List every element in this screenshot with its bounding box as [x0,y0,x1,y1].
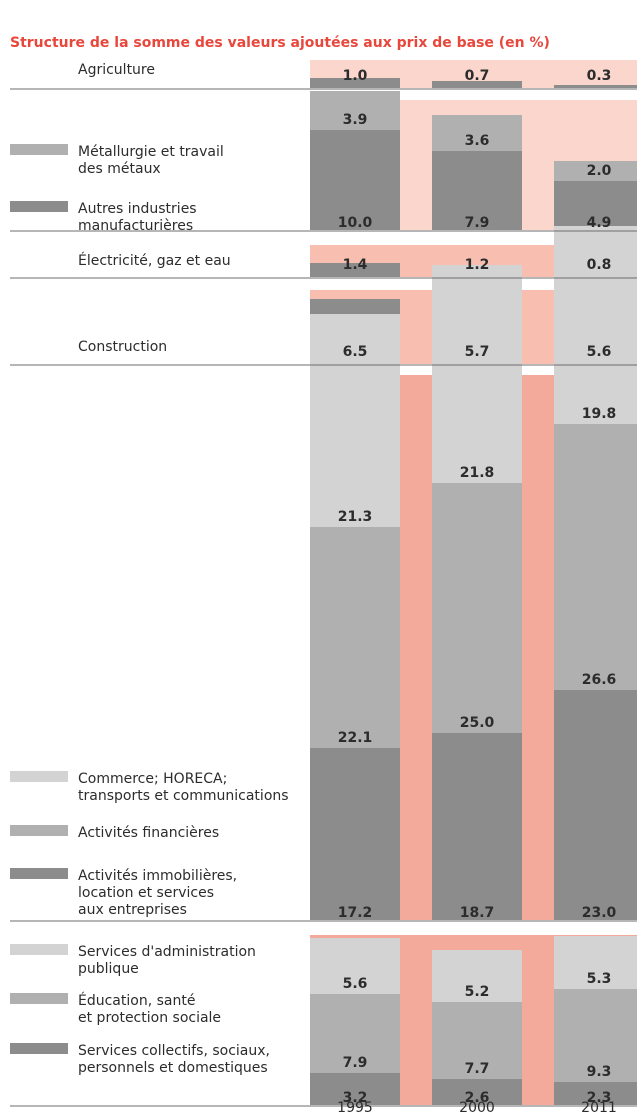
bar-g5-s0-2000 [432,1079,522,1105]
value-label-g4-s1-2000: 25.0 [460,715,495,731]
bar-g4-s2-2000 [432,265,522,483]
bar-g5-s2-2011 [554,936,637,989]
series-label-g4-s2-line0: Commerce; HORECA; [78,771,227,787]
series-label-g1-s1-line0: Métallurgie et travail [78,144,224,160]
value-label-g3-s0-2000: 5.7 [465,344,490,360]
series-label-g5-s2-line1: publique [78,961,139,977]
value-label-g5-s0-1995: 3.2 [343,1090,368,1106]
value-label-g2-s0-2000: 1.2 [465,257,490,273]
x-tick-label-2011: 2011 [581,1100,617,1115]
legend-swatch-g1-s0 [10,201,68,212]
value-label-g2-s0-1995: 1.4 [343,257,368,273]
value-label-g5-s1-1995: 7.9 [343,1055,368,1071]
bar-g4-s0-1995 [310,748,400,920]
value-label-g5-s1-2011: 9.3 [587,1064,612,1080]
bar-g5-s2-2000 [432,950,522,1002]
value-label-g1-s1-2000: 3.6 [465,133,490,149]
x-axis: 1995 2000 2011 [337,1100,617,1115]
value-label-g1-s0-1995: 10.0 [338,215,373,231]
value-label-g1-s1-2011: 2.0 [587,163,612,179]
series-label-g4-s0-line0: Activités immobilières, [78,868,237,884]
value-label-g5-s0-2011: 2.3 [587,1090,612,1106]
value-label-g4-s2-1995: 21.3 [338,509,373,525]
series-labels: Agriculture Autres industriesmanufacturiè… [10,62,289,1076]
value-label-g5-s2-1995: 5.6 [343,976,368,992]
bar-g0-s0-1995 [310,78,400,88]
value-label-g4-s0-2011: 23.0 [582,905,617,921]
series-label-g4-s0-line1: location et services [78,885,214,901]
bar-g4-s0-2011 [554,690,637,920]
legend-swatch-g1-s1 [10,144,68,155]
series-label-g4-s2-line1: transports et communications [78,788,289,804]
bar-g0-s0-2000 [432,81,522,88]
value-label-g5-s2-2011: 5.3 [587,971,612,987]
value-label-g0-s0-2000: 0.7 [465,68,490,84]
legend-swatch-g4-s0 [10,868,68,879]
value-label-g4-s2-2011: 19.8 [582,406,617,422]
bar-g1-s0-2000 [432,151,522,230]
chart-title: Structure de la somme des valeurs ajouté… [10,35,550,51]
value-label-g1-s0-2011: 4.9 [587,215,612,231]
bar-g4-s1-1995 [310,527,400,748]
series-label-g1-s0-line1: manufacturières [78,218,193,234]
series-label-g3-s0-line0: Construction [78,339,167,355]
value-label-g5-s1-2000: 7.7 [465,1061,490,1077]
group-separators [10,88,637,1107]
value-label-g3-s0-2011: 5.6 [587,344,612,360]
bar-g4-s2-2011 [554,226,637,424]
series-label-g5-s0-line1: personnels et domestiques [78,1060,268,1076]
bars [310,78,637,1105]
series-label-g5-s2-line0: Services d'administration [78,944,256,960]
bar-g1-s0-1995 [310,130,400,230]
bar-g4-s1-2000 [432,483,522,733]
value-label-g4-s0-1995: 17.2 [338,905,373,921]
bar-g5-s1-1995 [310,994,400,1073]
legend-swatch-g4-s2 [10,771,68,782]
bar-g5-s1-2011 [554,989,637,1082]
bar-g4-s2-1995 [310,314,400,527]
value-label-g1-s1-1995: 3.9 [343,112,368,128]
x-tick-label-1995: 1995 [337,1100,373,1115]
series-label-g5-s0-line0: Services collectifs, sociaux, [78,1043,270,1059]
bar-g1-s1-2011 [554,161,637,181]
value-labels: 1.0 0.7 0.3 10.0 3.9 7.9 3.6 4.9 2.0 1.4 1.2 0.8 6.5… [338,68,617,1106]
series-label-g4-s1-line0: Activités financières [78,825,219,841]
value-label-g0-s0-2011: 0.3 [587,68,612,84]
bar-g1-s0-2011 [554,181,637,230]
bar-g2-s0-1995 [310,263,400,277]
value-label-g0-s0-1995: 1.0 [343,68,368,84]
bar-g5-s1-2000 [432,1002,522,1079]
series-label-g1-s0-line0: Autres industries [78,201,197,217]
value-label-g2-s0-2011: 0.8 [587,257,612,273]
legend-swatch-g4-s1 [10,825,68,836]
x-tick-label-2000: 2000 [459,1100,495,1115]
value-label-g4-s1-2011: 26.6 [582,672,617,688]
value-label-g5-s0-2000: 2.6 [465,1090,490,1106]
bar-g4-s0-2000 [432,733,522,920]
value-label-g5-s2-2000: 5.2 [465,984,490,1000]
legend-swatch-g5-s2 [10,944,68,955]
series-label-g0-s0-line0: Agriculture [78,62,155,78]
bar-g5-s0-1995 [310,1073,400,1105]
series-label-g1-s1-line1: des métaux [78,161,161,177]
value-label-g3-s0-1995: 6.5 [343,344,368,360]
value-label-g4-s2-2000: 21.8 [460,465,495,481]
series-label-g4-s0-line2: aux entreprises [78,902,187,918]
bar-g1-s1-2000 [432,115,522,151]
value-label-g1-s0-2000: 7.9 [465,215,490,231]
bar-g4-s1-2011 [554,424,637,690]
series-label-g2-s0-line0: Électricité, gaz et eau [78,252,231,269]
series-label-g5-s1-line1: et protection sociale [78,1010,221,1026]
bar-g5-s0-2011 [554,1082,637,1105]
bar-g1-s1-1995 [310,91,400,130]
bar-g5-s2-1995 [310,938,400,994]
series-label-g5-s1-line0: Éducation, santé [78,992,195,1009]
legend-swatch-g5-s1 [10,993,68,1004]
bar-g0-s0-2011 [554,85,637,88]
value-label-g4-s1-1995: 22.1 [338,730,373,746]
legend-swatch-g5-s0 [10,1043,68,1054]
value-label-g4-s0-2000: 18.7 [460,905,495,921]
